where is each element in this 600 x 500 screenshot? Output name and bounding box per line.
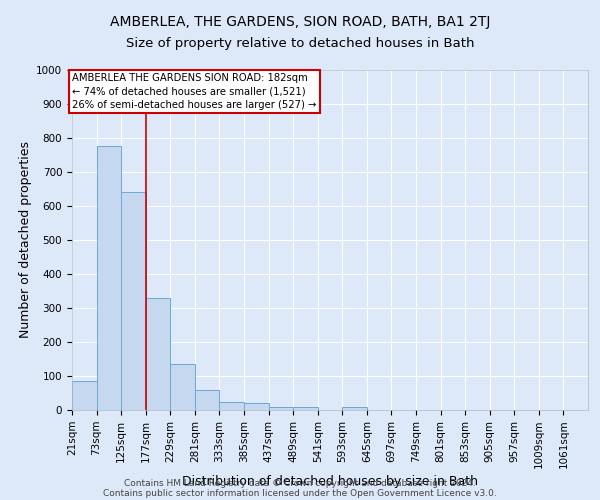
Bar	[293, 406, 318, 410]
Text: AMBERLEA THE GARDENS SION ROAD: 182sqm
← 74% of detached houses are smaller (1,5: AMBERLEA THE GARDENS SION ROAD: 182sqm ←…	[73, 74, 317, 110]
Bar	[121, 192, 146, 410]
Text: Contains public sector information licensed under the Open Government Licence v3: Contains public sector information licen…	[103, 488, 497, 498]
Bar	[72, 381, 97, 410]
X-axis label: Distribution of detached houses by size in Bath: Distribution of detached houses by size …	[182, 476, 478, 488]
Bar	[170, 364, 195, 410]
Text: AMBERLEA, THE GARDENS, SION ROAD, BATH, BA1 2TJ: AMBERLEA, THE GARDENS, SION ROAD, BATH, …	[110, 15, 490, 29]
Text: Size of property relative to detached houses in Bath: Size of property relative to detached ho…	[126, 38, 474, 51]
Bar	[97, 146, 121, 410]
Y-axis label: Number of detached properties: Number of detached properties	[19, 142, 32, 338]
Bar	[220, 402, 244, 410]
Bar	[195, 390, 220, 410]
Bar	[146, 298, 170, 410]
Text: Contains HM Land Registry data © Crown copyright and database right 2024.: Contains HM Land Registry data © Crown c…	[124, 478, 476, 488]
Bar	[342, 406, 367, 410]
Bar	[244, 403, 269, 410]
Bar	[269, 406, 293, 410]
